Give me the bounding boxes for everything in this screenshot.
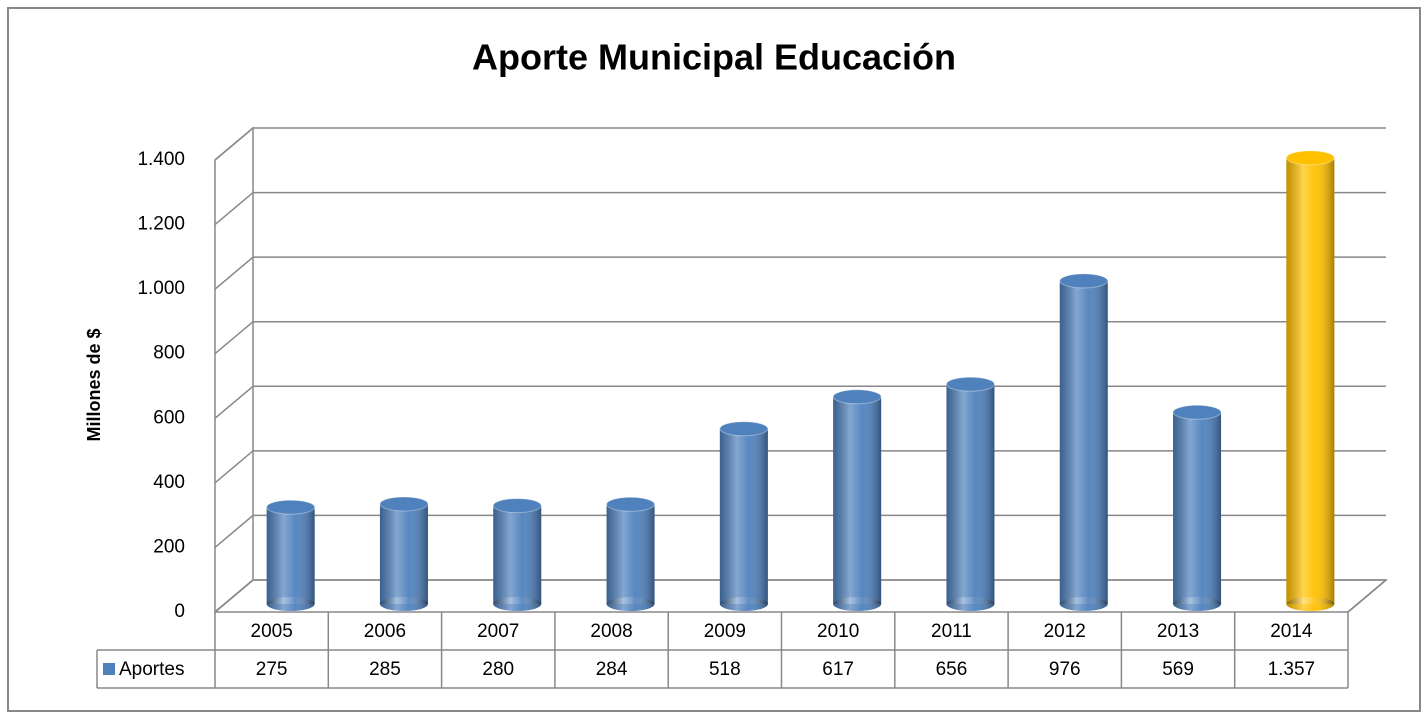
x-tick-label: 2005 — [251, 621, 293, 642]
grid-line — [214, 450, 1386, 484]
data-label: 280 — [482, 659, 514, 680]
bar-top — [492, 498, 542, 514]
y-tick-label: 600 — [153, 407, 185, 428]
bar-top — [606, 496, 656, 512]
y-axis-title: Millones de $ — [84, 328, 104, 441]
grid-line — [214, 127, 1386, 161]
data-label: 617 — [822, 659, 854, 680]
legend-swatch — [103, 663, 115, 675]
bar-shade — [833, 396, 882, 604]
bar-base-shade — [606, 597, 655, 611]
bar-base-shade — [493, 597, 542, 611]
grid-line — [214, 256, 1386, 290]
data-label: 1.357 — [1268, 659, 1316, 680]
x-tick-label: 2009 — [704, 621, 746, 642]
bar-base-shade — [719, 597, 768, 611]
bar-base-shade — [1286, 597, 1335, 611]
bar-base-shade — [266, 597, 315, 611]
data-label: 275 — [256, 659, 288, 680]
bar-base-shade — [379, 597, 428, 611]
data-label: 656 — [936, 659, 968, 680]
bar-base-shade — [1059, 597, 1108, 611]
y-tick-label: 800 — [153, 343, 185, 364]
bar-base-shade — [946, 597, 995, 611]
bar-top — [1059, 273, 1109, 289]
y-tick-label: 400 — [153, 472, 185, 493]
data-label: 518 — [709, 659, 741, 680]
x-tick-label: 2006 — [364, 621, 406, 642]
x-tick-label: 2014 — [1270, 621, 1313, 642]
grid-line — [214, 191, 1386, 226]
grid-line — [214, 514, 1386, 549]
y-tick-label: 1.200 — [137, 214, 185, 235]
bar-shade — [266, 507, 315, 604]
x-tick-label: 2008 — [590, 621, 632, 642]
x-tick-label: 2010 — [817, 621, 859, 642]
bar-shade — [1286, 157, 1335, 604]
bar-top — [832, 389, 882, 405]
data-label: 284 — [596, 659, 628, 680]
data-label: 976 — [1049, 659, 1081, 680]
bar-shade — [379, 503, 428, 604]
y-tick-label: 1.400 — [137, 149, 185, 170]
bar-top — [379, 496, 429, 512]
bar-top — [1172, 404, 1222, 420]
x-tick-label: 2011 — [931, 621, 972, 642]
bar-shade — [719, 428, 768, 604]
bar-shade — [1173, 412, 1222, 604]
bar-top — [945, 376, 995, 392]
grid-line — [214, 579, 1386, 613]
y-tick-label: 0 — [174, 601, 185, 622]
chart-title: Aporte Municipal Educación — [472, 37, 956, 78]
bar-shade — [946, 384, 995, 604]
grid-line — [214, 320, 1386, 355]
bar-shade — [606, 504, 655, 604]
bar-top — [1285, 150, 1335, 166]
y-tick-label: 200 — [153, 536, 185, 557]
x-tick-label: 2012 — [1044, 621, 1086, 642]
bar-top — [719, 421, 769, 437]
grid-line — [214, 385, 1386, 419]
x-tick-label: 2013 — [1157, 621, 1199, 642]
bar-top — [266, 499, 316, 515]
bar-shade — [493, 505, 542, 604]
data-label: 569 — [1162, 659, 1194, 680]
y-tick-label: 1.000 — [137, 278, 185, 299]
x-tick-label: 2007 — [477, 621, 519, 642]
data-label: 285 — [369, 659, 401, 680]
legend-label: Aportes — [119, 659, 184, 680]
bar-shade — [1059, 280, 1108, 604]
bar-base-shade — [1173, 597, 1222, 611]
bar-base-shade — [833, 597, 882, 611]
